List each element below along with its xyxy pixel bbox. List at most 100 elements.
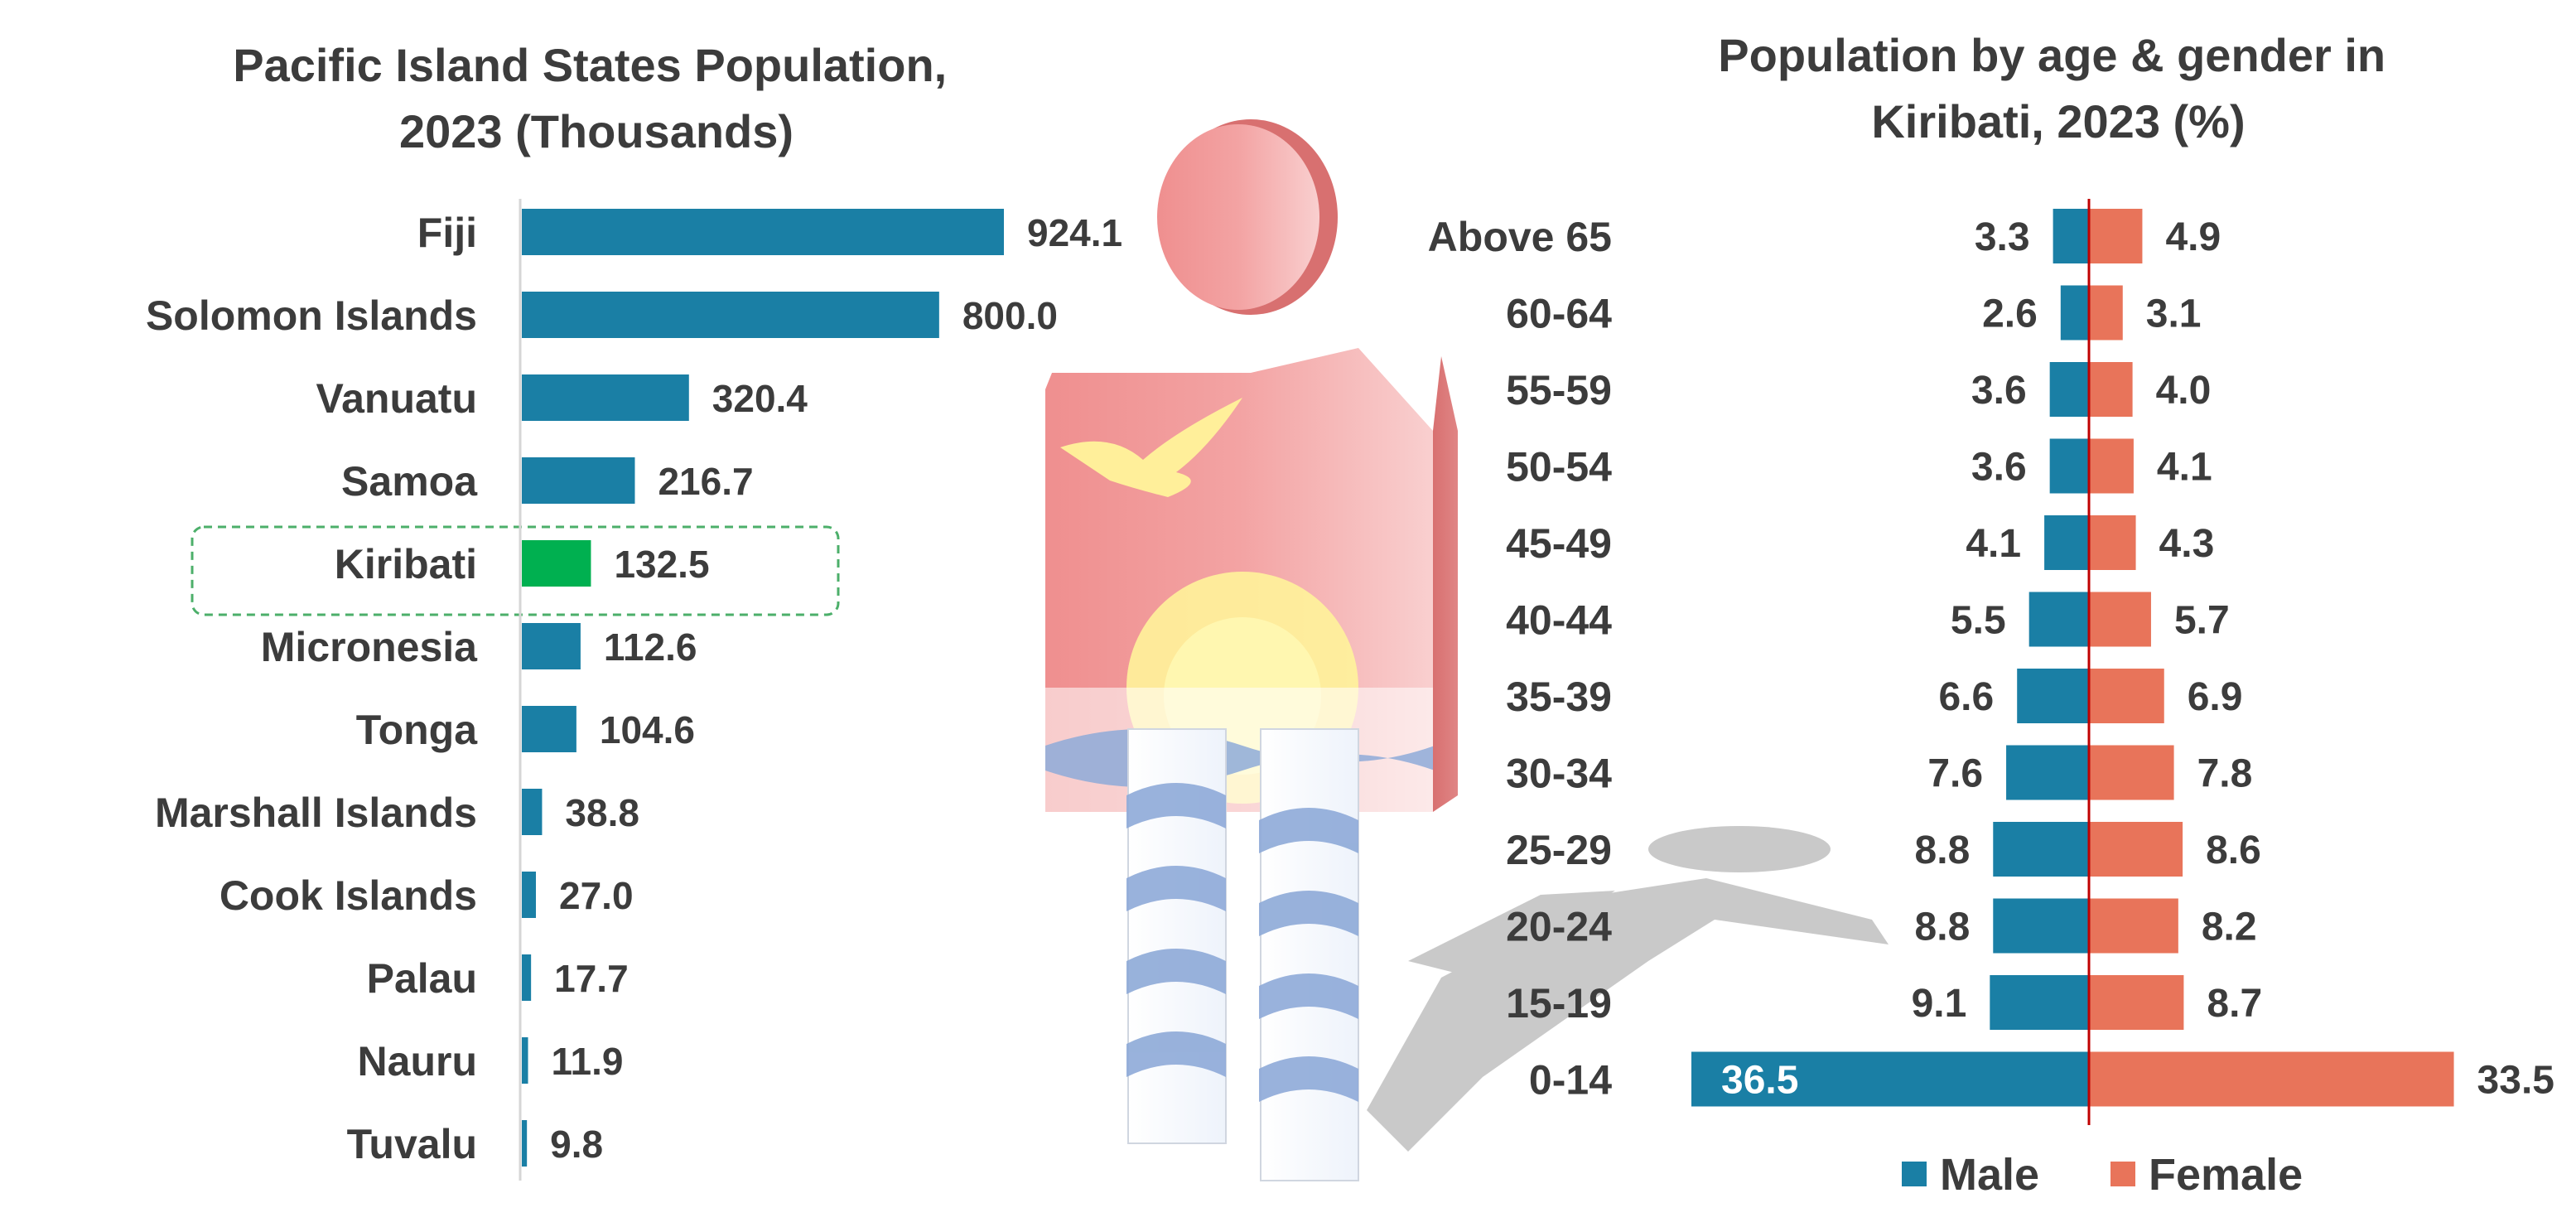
bar bbox=[522, 706, 576, 752]
male-value-label: 7.6 bbox=[1927, 752, 1983, 796]
bar bbox=[522, 457, 635, 504]
age-group-label: 45-49 bbox=[1506, 520, 1612, 567]
value-label: 11.9 bbox=[551, 1040, 623, 1083]
female-bar bbox=[2089, 975, 2184, 1030]
female-value-label: 4.3 bbox=[2159, 522, 2215, 566]
category-label: Tonga bbox=[356, 707, 478, 753]
male-value-label: 36.5 bbox=[1721, 1059, 1798, 1103]
bar bbox=[522, 954, 532, 1001]
male-bar bbox=[1691, 1051, 2089, 1107]
female-bar bbox=[2089, 362, 2133, 417]
female-bar bbox=[2089, 209, 2143, 263]
male-value-label: 3.6 bbox=[1971, 446, 2027, 490]
bar bbox=[522, 789, 543, 835]
female-value-label: 8.7 bbox=[2207, 982, 2262, 1026]
male-value-label: 6.6 bbox=[1938, 675, 1994, 719]
bar bbox=[522, 623, 581, 669]
bar bbox=[522, 1037, 528, 1084]
male-value-label: 8.8 bbox=[1915, 906, 1971, 949]
category-label: Tuvalu bbox=[347, 1121, 477, 1167]
male-bar bbox=[2060, 285, 2089, 341]
age-group-label: 20-24 bbox=[1506, 904, 1612, 950]
highlight-box bbox=[191, 525, 840, 616]
male-value-label: 3.6 bbox=[1971, 369, 2027, 413]
age-gender-pyramid-chart: Population by age & gender in Kiribati, … bbox=[1428, 29, 2554, 1200]
male-bar bbox=[2006, 745, 2089, 800]
value-label: 27.0 bbox=[559, 874, 634, 917]
value-label: 104.6 bbox=[600, 708, 695, 751]
pyramid-bar-group: Above 65 3.3 4.9 60-64 2.6 3.1 55-59 3.6 4.0 50-5… bbox=[1428, 209, 2554, 1107]
female-value-label: 6.9 bbox=[2188, 675, 2243, 719]
age-group-label: 0-14 bbox=[1529, 1057, 1612, 1104]
value-label: 800.0 bbox=[962, 294, 1058, 337]
male-bar bbox=[2053, 209, 2089, 263]
female-value-label: 3.1 bbox=[2146, 292, 2202, 336]
male-value-label: 3.3 bbox=[1975, 215, 2030, 259]
category-label: Solomon Islands bbox=[146, 292, 477, 339]
chart-title: Population by age & gender in Kiribati, … bbox=[1718, 29, 2398, 147]
female-value-label: 4.1 bbox=[2157, 446, 2212, 490]
age-group-label: Above 65 bbox=[1428, 214, 1612, 260]
value-label: 9.8 bbox=[550, 1123, 603, 1166]
female-value-label: 8.2 bbox=[2202, 906, 2257, 949]
bar bbox=[522, 872, 537, 918]
figure-shadow bbox=[1367, 826, 1889, 1152]
male-bar bbox=[2028, 592, 2089, 647]
male-bar bbox=[2044, 515, 2089, 570]
category-label: Samoa bbox=[341, 458, 478, 505]
category-label: Marshall Islands bbox=[155, 790, 477, 836]
bar bbox=[522, 1120, 528, 1167]
male-bar bbox=[2049, 362, 2089, 417]
female-value-label: 33.5 bbox=[2477, 1059, 2554, 1103]
age-group-label: 25-29 bbox=[1506, 827, 1612, 873]
male-bar bbox=[1990, 975, 2089, 1030]
age-group-label: 30-34 bbox=[1506, 751, 1612, 797]
female-bar bbox=[2089, 745, 2174, 800]
female-bar bbox=[2089, 438, 2134, 494]
figure-body bbox=[1045, 348, 1458, 812]
male-bar bbox=[2049, 438, 2089, 494]
female-bar bbox=[2089, 669, 2164, 723]
value-label: 320.4 bbox=[712, 377, 808, 420]
female-bar bbox=[2089, 1051, 2454, 1107]
male-value-label: 4.1 bbox=[1966, 522, 2021, 566]
female-bar bbox=[2089, 898, 2178, 954]
value-label: 17.7 bbox=[554, 957, 629, 1000]
bar bbox=[522, 209, 1004, 255]
bar bbox=[522, 292, 939, 338]
kiribati-flag-person-figure-icon bbox=[1045, 119, 1889, 1181]
female-value-label: 5.7 bbox=[2174, 599, 2230, 643]
age-group-label: 55-59 bbox=[1506, 367, 1612, 413]
legend-label-male: Male bbox=[1940, 1150, 2039, 1200]
male-value-label: 5.5 bbox=[1951, 599, 2006, 643]
female-bar bbox=[2089, 285, 2123, 341]
frigate-bird-icon bbox=[1060, 398, 1242, 497]
value-label: 132.5 bbox=[614, 543, 709, 586]
female-value-label: 7.8 bbox=[2197, 752, 2253, 796]
male-value-label: 9.1 bbox=[1912, 982, 1967, 1026]
category-label: Kiribati bbox=[335, 541, 477, 587]
legend-swatch-male bbox=[1902, 1162, 1927, 1186]
legend-label-female: Female bbox=[2149, 1150, 2303, 1200]
female-bar bbox=[2089, 515, 2136, 570]
legend: Male Female bbox=[1902, 1150, 2303, 1200]
female-bar bbox=[2089, 822, 2183, 877]
figure-legs bbox=[1126, 728, 1359, 1181]
value-label: 216.7 bbox=[658, 460, 753, 503]
female-bar bbox=[2089, 592, 2151, 647]
male-bar bbox=[1993, 822, 2089, 877]
category-label: Micronesia bbox=[261, 624, 478, 670]
highlight-bar bbox=[522, 540, 591, 587]
value-label: 924.1 bbox=[1027, 211, 1122, 254]
age-group-label: 50-54 bbox=[1506, 444, 1612, 490]
female-value-label: 4.0 bbox=[2156, 369, 2212, 413]
age-group-label: 60-64 bbox=[1506, 291, 1612, 337]
chart-title: Pacific Island States Population, 2023 (… bbox=[233, 39, 960, 157]
category-label: Nauru bbox=[358, 1038, 477, 1084]
population-bar-chart: Pacific Island States Population, 2023 (… bbox=[146, 39, 1122, 1181]
age-group-label: 35-39 bbox=[1506, 674, 1612, 720]
category-label: Fiji bbox=[417, 210, 477, 256]
bar bbox=[522, 374, 689, 421]
category-label: Cook Islands bbox=[219, 872, 477, 919]
